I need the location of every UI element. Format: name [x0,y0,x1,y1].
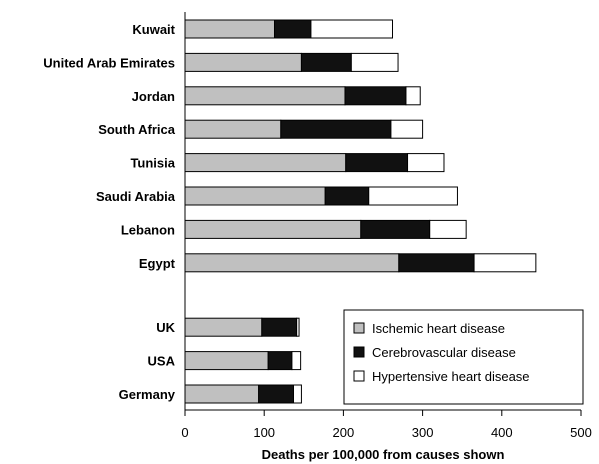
x-tick-label: 400 [491,425,513,440]
legend: Ischemic heart disease Cerebrovascular di… [343,309,584,405]
x-axis-ticks: 0 100 200 300 400 500 [181,410,592,440]
category-label: Saudi Arabia [96,189,176,204]
x-tick-label: 300 [412,425,434,440]
x-tick-label: 100 [253,425,275,440]
bar-segment-tunisia-3 [407,153,445,173]
bar-segment-usa-3 [291,351,302,371]
bar-segment-saudi-arabia-3 [368,186,458,206]
bar-segment-usa-2 [267,351,293,371]
bar-segment-jordan-2 [344,86,407,106]
bar-segment-germany-1 [184,384,260,404]
legend-label: Cerebrovascular disease [372,345,516,360]
x-tick-label: 200 [333,425,355,440]
bar-segment-egypt-2 [398,253,475,273]
bar-segment-south-africa-1 [184,119,282,139]
x-tick-label: 500 [570,425,592,440]
legend-box [343,309,584,405]
category-label: Lebanon [121,222,175,237]
category-label: Egypt [139,256,176,271]
legend-label: Ischemic heart disease [372,321,505,336]
bar-segment-germany-3 [293,384,302,404]
legend-swatch [353,346,365,358]
bar-segment-lebanon-3 [429,219,467,239]
category-label: United Arab Emirates [43,55,175,70]
bars-layer [184,19,537,404]
bar-segment-united-arab-emirates-1 [184,52,302,72]
category-label: Tunisia [130,156,175,171]
bar-segment-usa-1 [184,351,269,371]
bar-segment-jordan-1 [184,86,346,106]
bar-segment-lebanon-2 [360,219,431,239]
bar-segment-united-arab-emirates-2 [300,52,352,72]
legend-label: Hypertensive heart disease [372,369,530,384]
x-tick-label: 0 [181,425,188,440]
bar-segment-south-africa-2 [280,119,392,139]
bar-segment-uk-3 [296,317,300,337]
bar-segment-united-arab-emirates-3 [350,52,399,72]
category-labels: Kuwait United Arab Emirates Jordan South Af… [43,22,176,402]
bar-segment-lebanon-1 [184,219,362,239]
bar-segment-kuwait-1 [184,19,275,39]
bar-segment-jordan-3 [405,86,421,106]
bar-segment-south-africa-3 [390,119,424,139]
bar-segment-tunisia-2 [345,153,409,173]
category-label: Germany [119,387,176,402]
category-label: Kuwait [132,22,175,37]
bar-segment-kuwait-2 [273,19,312,39]
category-label: UK [156,320,175,335]
bar-segment-tunisia-1 [184,153,347,173]
x-axis-title: Deaths per 100,000 from causes shown [262,447,505,462]
legend-swatch [353,370,365,382]
category-label: Jordan [132,89,175,104]
bar-segment-saudi-arabia-2 [324,186,370,206]
bar-segment-uk-1 [184,317,263,337]
bar-segment-egypt-3 [473,253,537,273]
bar-segment-egypt-1 [184,253,400,273]
bar-segment-uk-2 [261,317,298,337]
bar-segment-kuwait-3 [310,19,394,39]
category-label: USA [148,354,176,369]
category-label: South Africa [98,122,176,137]
bar-segment-germany-2 [258,384,295,404]
legend-swatch [353,322,365,334]
bar-segment-saudi-arabia-1 [184,186,326,206]
